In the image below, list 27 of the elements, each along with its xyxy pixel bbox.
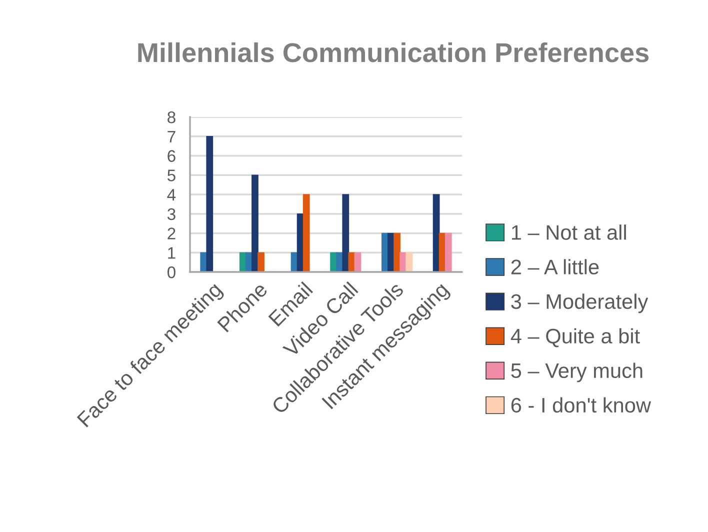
legend-label: 2 – A little [511,259,599,274]
y-tick-label: 5 [168,170,176,182]
y-tick-label: 0 [167,266,176,278]
y-tick-label: 4 [167,189,176,201]
legend-label: 6 - I don't know [511,397,652,413]
legend-label: 4 – Quite a bit [510,328,640,348]
y-tick-label: 7 [168,130,176,142]
bar [302,194,310,272]
bar [206,136,214,272]
bar [354,252,362,272]
bar [406,252,413,272]
bar [444,232,452,272]
y-tick-label: 2 [168,228,176,240]
bar [258,252,264,272]
bar [432,194,440,272]
bar [348,252,356,272]
y-tick-label: 3 [167,208,176,220]
y-tick-label: 8 [168,111,176,124]
chart-title: Millennials Communication Preferences [138,42,649,62]
legend-label: 1 – Not at all [512,224,626,240]
bar [342,194,350,272]
y-tick-label: 6 [168,150,176,162]
bar [252,174,258,272]
bar [394,232,400,272]
y-tick-label: 1 [168,247,176,259]
legend-label: 3 – Moderately [511,294,648,314]
legend-label: 5 – Very much [511,362,642,382]
